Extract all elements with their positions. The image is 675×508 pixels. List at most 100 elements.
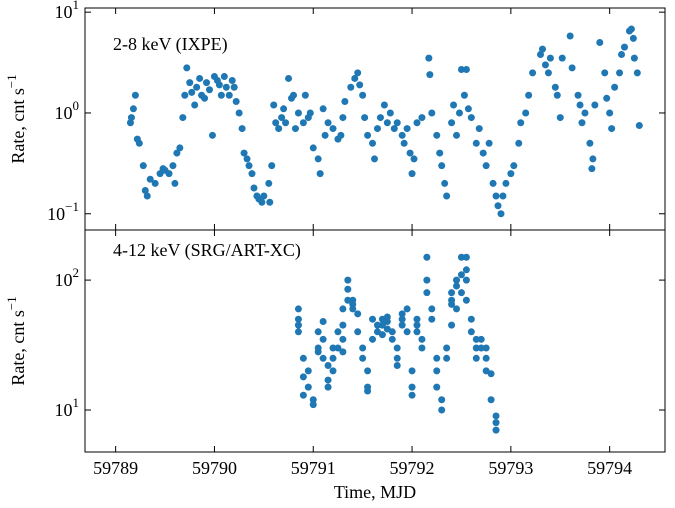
data-point xyxy=(408,367,416,375)
data-point xyxy=(309,401,317,409)
data-point xyxy=(462,276,470,284)
data-point xyxy=(272,119,280,127)
y-tick-label: 102 xyxy=(55,265,80,290)
data-point xyxy=(188,88,196,96)
data-point xyxy=(403,125,411,133)
x-tick-label: 59791 xyxy=(291,458,336,478)
data-point xyxy=(517,119,525,127)
data-point xyxy=(208,131,216,139)
data-point xyxy=(289,91,297,99)
data-point xyxy=(515,139,523,147)
data-point xyxy=(169,162,177,170)
data-point xyxy=(329,344,337,352)
data-point xyxy=(364,387,372,395)
data-point xyxy=(196,74,204,82)
data-point xyxy=(425,54,433,62)
data-point xyxy=(260,192,268,200)
data-point xyxy=(193,83,201,91)
data-point xyxy=(606,109,614,117)
data-point xyxy=(537,51,545,59)
data-point xyxy=(171,179,179,187)
data-point xyxy=(294,109,302,117)
data-point xyxy=(265,179,273,187)
data-point xyxy=(453,276,461,284)
data-point xyxy=(467,328,475,336)
data-point xyxy=(280,105,288,113)
data-point xyxy=(423,289,431,297)
data-point xyxy=(418,344,426,352)
y-axis-label-exponent: −1 xyxy=(4,296,19,310)
data-point xyxy=(525,91,533,99)
data-point xyxy=(266,198,274,206)
y-axis-label-text: Rate, cnt s xyxy=(8,88,28,163)
data-point xyxy=(291,125,299,133)
data-point xyxy=(135,139,143,147)
data-point xyxy=(418,335,426,343)
data-point xyxy=(304,367,312,375)
data-point xyxy=(390,125,398,133)
data-point xyxy=(373,321,381,329)
data-point xyxy=(586,139,594,147)
data-point xyxy=(299,373,307,381)
data-point xyxy=(143,192,151,200)
data-point xyxy=(492,412,500,420)
data-point xyxy=(309,396,317,404)
data-point xyxy=(433,367,441,375)
x-tick-label: 59793 xyxy=(488,458,533,478)
data-point xyxy=(603,94,611,102)
data-point xyxy=(472,354,480,362)
y-tick-label: 101 xyxy=(55,395,80,420)
data-point xyxy=(344,285,352,293)
data-point xyxy=(349,305,357,313)
data-point xyxy=(438,396,446,404)
data-point xyxy=(630,54,638,62)
data-point xyxy=(243,155,251,163)
data-point xyxy=(618,51,626,59)
y-tick-base: 10 xyxy=(55,2,73,22)
data-point xyxy=(433,354,441,362)
data-point xyxy=(423,276,431,284)
data-point xyxy=(608,125,616,133)
data-point xyxy=(510,162,518,170)
data-point xyxy=(319,105,327,113)
data-point xyxy=(275,125,283,133)
data-point xyxy=(507,170,515,178)
data-point xyxy=(139,162,147,170)
data-point xyxy=(205,86,213,94)
data-point xyxy=(457,271,465,279)
data-point xyxy=(369,315,377,323)
data-point xyxy=(388,328,396,336)
data-point xyxy=(544,69,552,77)
y-tick-exponent: 1 xyxy=(73,395,80,410)
data-point xyxy=(398,321,406,329)
data-point xyxy=(181,91,189,99)
data-point xyxy=(448,321,456,329)
data-point xyxy=(215,81,223,89)
data-point xyxy=(299,391,307,399)
data-point xyxy=(487,370,495,378)
data-point xyxy=(319,335,327,343)
data-point xyxy=(472,335,480,343)
data-point xyxy=(337,131,345,139)
data-point xyxy=(566,32,574,40)
data-point xyxy=(329,367,337,375)
data-point xyxy=(418,114,426,122)
data-point xyxy=(361,114,369,122)
y-axis-label: Rate, cnt s−1 xyxy=(4,74,28,163)
data-point xyxy=(398,310,406,318)
data-point xyxy=(620,43,628,51)
data-point xyxy=(443,354,451,362)
data-point xyxy=(294,305,302,313)
x-tick-label: 59789 xyxy=(93,458,138,478)
x-tick-label: 59794 xyxy=(587,458,632,478)
data-point xyxy=(596,39,604,47)
data-point xyxy=(591,101,599,109)
data-point xyxy=(436,149,444,157)
data-point xyxy=(250,184,258,192)
y-axis-label: Rate, cnt s−1 xyxy=(4,296,28,385)
data-point xyxy=(146,175,154,183)
x-axis-label: Time, MJD xyxy=(334,482,416,502)
data-point xyxy=(428,305,436,313)
data-point xyxy=(191,101,199,109)
data-point xyxy=(410,155,418,163)
